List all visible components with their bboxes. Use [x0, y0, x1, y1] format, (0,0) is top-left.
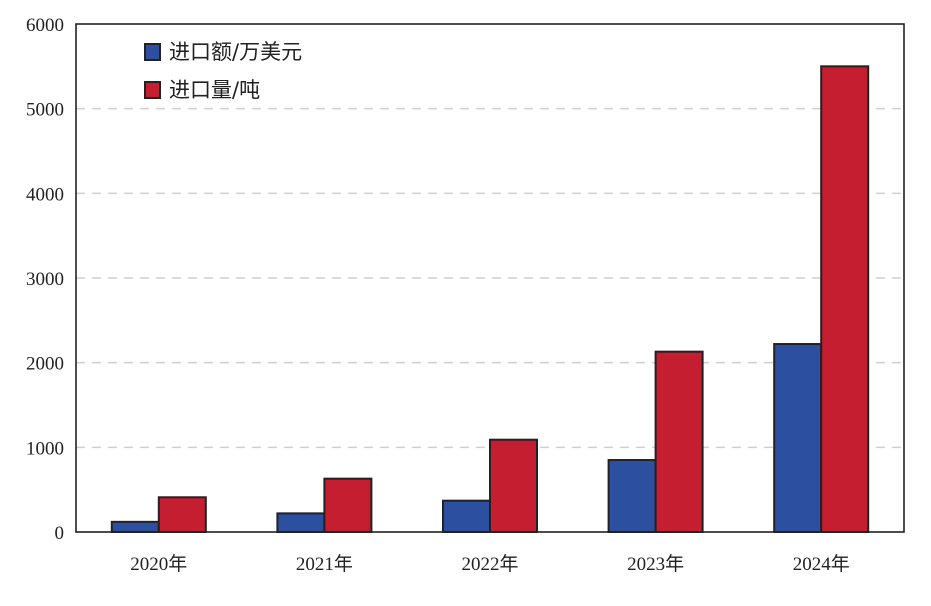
bar-import-volume-2021年 — [323, 477, 373, 534]
legend-swatch-1 — [144, 81, 161, 99]
y-tick-label: 4000 — [26, 184, 64, 205]
legend-label-1: 进口量/吨 — [169, 78, 260, 102]
y-tick-label: 3000 — [26, 269, 64, 290]
x-tick-label: 2021年 — [296, 553, 353, 575]
legend-swatch-0 — [144, 43, 161, 61]
bar-import-value-2021年 — [276, 512, 326, 534]
bar-import-volume-2020年 — [157, 496, 207, 533]
bar-import-volume-2023年 — [654, 350, 704, 533]
y-tick-label: 0 — [55, 523, 65, 544]
x-tick-label: 2023年 — [627, 553, 684, 575]
bar-import-volume-2024年 — [820, 65, 870, 533]
x-tick-label: 2024年 — [793, 553, 850, 575]
plot-frame — [75, 23, 905, 533]
bar-import-value-2024年 — [773, 343, 823, 534]
y-tick-label: 2000 — [26, 354, 64, 375]
x-tick-label: 2020年 — [130, 553, 187, 575]
y-tick-label: 5000 — [26, 100, 64, 121]
y-axis-ticks: 0 1000 2000 3000 4000 5000 6000 — [26, 15, 64, 544]
x-axis-ticks: 2020年 2021年 2022年 2023年 2024年 — [130, 553, 849, 575]
legend-label-0: 进口额/万美元 — [169, 40, 302, 64]
bar-import-volume-2022年 — [489, 438, 538, 534]
y-tick-label: 1000 — [26, 438, 64, 459]
y-tick-label: 6000 — [26, 15, 64, 36]
bar-import-value-2020年 — [110, 520, 160, 534]
bar-import-value-2022年 — [442, 499, 491, 534]
grid-lines — [76, 107, 904, 449]
x-tick-label: 2022年 — [461, 553, 518, 575]
bars — [110, 65, 870, 534]
bar-import-value-2023年 — [607, 459, 657, 533]
